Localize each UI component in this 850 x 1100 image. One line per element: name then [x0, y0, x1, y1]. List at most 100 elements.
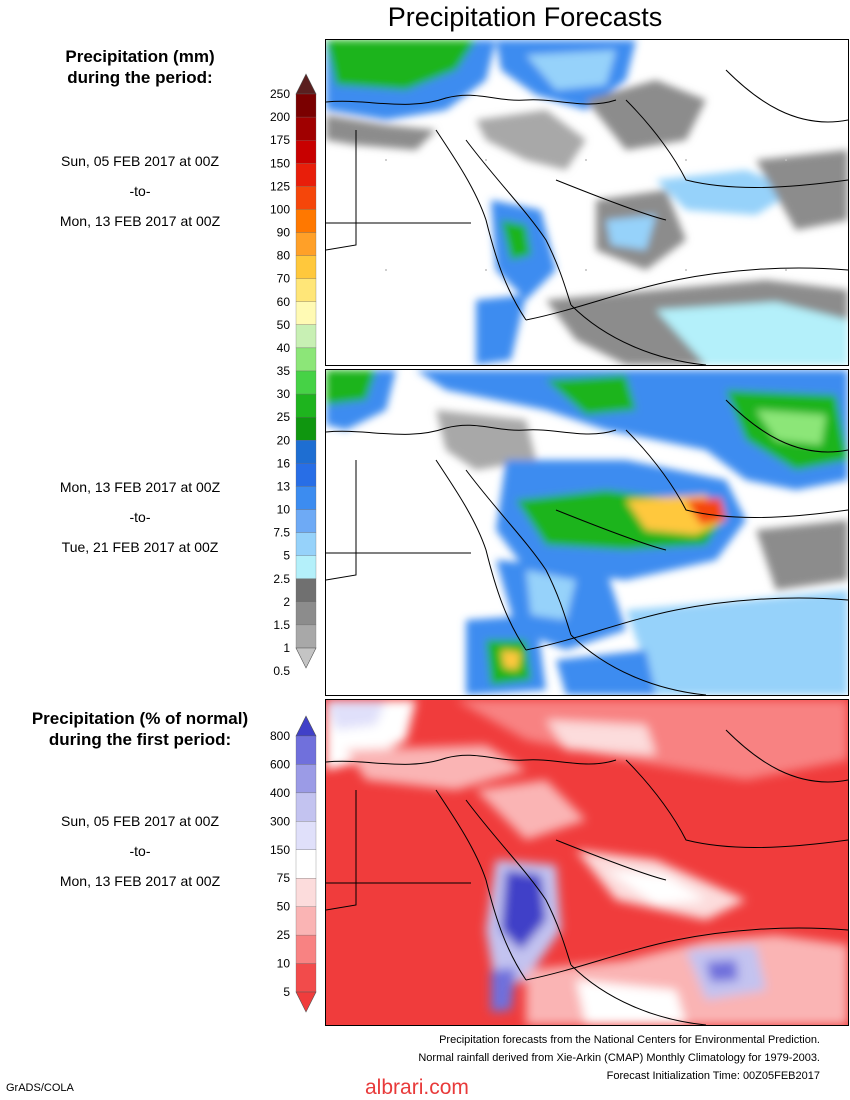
precip-mm-colorbar-cell — [295, 163, 317, 187]
precip-mm-colorbar-cell — [295, 232, 317, 256]
precip-mm-tick-label: 250 — [270, 87, 290, 101]
precip-mm-colorbar-cell — [295, 486, 317, 510]
precip-pct-tick-label: 10 — [277, 957, 291, 971]
precip-mm-tick-label: 125 — [270, 179, 290, 193]
precip-pct-tick-label: 300 — [270, 814, 290, 828]
precip-mm-tick-label: 150 — [270, 156, 290, 170]
precip-mm-tick-label: 50 — [277, 318, 291, 332]
precip-mm-colorbar-cell — [295, 578, 317, 602]
precip-pct-colorbar-cell — [295, 735, 317, 765]
precip-pct-tick-label: 400 — [270, 786, 290, 800]
precip-pct-colorbar-cell — [295, 963, 317, 993]
precip-mm-colorbar-cell — [295, 440, 317, 464]
precip-mm-colorbar-cell — [295, 347, 317, 372]
period1-to-label: -to- — [129, 183, 151, 199]
period2-start-label: Mon, 13 FEB 2017 at 00Z — [59, 479, 221, 495]
precip-mm-tick-label: 175 — [270, 133, 290, 147]
precip-heading: Precipitation (mm) during the period: — [20, 46, 260, 88]
precip-mm-tick-label: 7.5 — [273, 526, 290, 540]
precip-heading-line2: during the period: — [67, 68, 213, 87]
precip-mm-tick-label: 2 — [283, 595, 290, 609]
pct-heading: Precipitation (% of normal) during the f… — [20, 708, 260, 750]
period3-start-label: Sun, 05 FEB 2017 at 00Z — [61, 813, 219, 829]
precip-mm-tick-label: 80 — [277, 249, 291, 263]
precip-mm-tick-label: 13 — [277, 479, 291, 493]
precip-mm-tick-label: 16 — [277, 456, 291, 470]
precip-mm-tick-label: 1 — [283, 641, 290, 655]
precip-pct-tick-label: 800 — [270, 729, 290, 743]
precip-pct-colorbar-bottom-arrow — [295, 991, 317, 1013]
precip-pct-tick-label: 25 — [277, 928, 291, 942]
precip-mm-colorbar-cell — [295, 370, 317, 395]
precip-mm-tick-label: 35 — [277, 364, 291, 378]
precip-mm-colorbar-cell — [295, 301, 317, 325]
map-panel-period2 — [325, 369, 849, 696]
precip-mm-colorbar-cell — [295, 532, 317, 556]
pct-heading-line2: during the first period: — [48, 730, 232, 749]
precip-mm-colorbar-cell — [295, 140, 317, 164]
precip-mm-tick-label: 5 — [283, 549, 290, 563]
coastlines-3 — [326, 729, 848, 1025]
precip-mm-colorbar-cell — [295, 324, 317, 349]
coastlines-2 — [326, 399, 848, 695]
precip-mm-colorbar-cell — [295, 463, 317, 487]
source-note-line2: Normal rainfall derived from Xie-Arkin (… — [418, 1052, 820, 1064]
precip-mm-colorbar-cell — [295, 555, 317, 579]
precip-mm-tick-label: 2.5 — [273, 572, 290, 586]
precip-mm-colorbar-cell — [295, 278, 317, 302]
grads-credit: GrADS/COLA — [6, 1082, 74, 1094]
precip-mm-tick-label: 200 — [270, 110, 290, 124]
precip-mm-tick-label: 90 — [277, 226, 291, 240]
precip-pct-colorbar-cell — [295, 821, 317, 850]
precip-pct-tick-label: 150 — [270, 843, 290, 857]
precip-mm-colorbar-bottom-arrow — [295, 647, 317, 669]
precip-mm-tick-label: 1.5 — [273, 618, 290, 632]
initialization-time: Forecast Initialization Time: 00Z05FEB20… — [606, 1070, 820, 1082]
precip-mm-tick-label: 20 — [277, 433, 291, 447]
percent-field — [326, 700, 848, 1025]
precip-pct-tick-label: 75 — [277, 871, 291, 885]
precip-pct-colorbar-cell — [295, 849, 317, 879]
precip-mm-tick-label: 70 — [277, 272, 291, 286]
precip-mm-colorbar-cell — [295, 601, 317, 626]
precip-pct-colorbar-cell — [295, 792, 317, 822]
period3-to-label: -to- — [129, 843, 151, 859]
precip-mm-colorbar-cell — [295, 417, 317, 441]
pct-heading-line1: Precipitation (% of normal) — [31, 709, 249, 728]
precip-heading-line1: Precipitation (mm) — [65, 47, 215, 66]
precip-mm-colorbar-cell — [295, 186, 317, 210]
precip-pct-colorbar-cell — [295, 764, 317, 794]
precip-mm-colorbar-cell — [295, 393, 317, 418]
precip-pct-colorbar-cell — [295, 934, 317, 964]
page-title: Precipitation Forecasts — [387, 2, 663, 32]
precip-pct-colorbar-cell — [295, 878, 317, 907]
precip-mm-tick-label: 25 — [277, 410, 291, 424]
period3-end-label: Mon, 13 FEB 2017 at 00Z — [59, 873, 221, 889]
precip-mm-tick-label: 100 — [270, 202, 290, 216]
coastlines-1 — [326, 69, 848, 365]
precip-mm-colorbar-cell — [295, 624, 317, 649]
precip-pct-tick-label: 50 — [277, 900, 291, 914]
precip-mm-colorbar-top-arrow — [295, 73, 317, 95]
period2-to-label: -to- — [129, 509, 151, 525]
precip-field-2 — [326, 370, 848, 695]
brand-watermark: albrari.com — [365, 1076, 469, 1099]
precip-mm-tick-label: 30 — [277, 387, 291, 401]
precip-mm-tick-label: 40 — [277, 341, 291, 355]
period1-end-label: Mon, 13 FEB 2017 at 00Z — [59, 213, 221, 229]
map-panel-percent-normal — [325, 699, 849, 1026]
precip-mm-tick-label: 60 — [277, 295, 291, 309]
precip-pct-tick-label: 600 — [270, 757, 290, 771]
precip-mm-colorbar-cell — [295, 209, 317, 233]
precip-mm-colorbar-cell — [295, 255, 317, 279]
precip-mm-tick-label: 0.5 — [273, 664, 290, 678]
grid-dots-1 — [385, 159, 787, 271]
period1-start-label: Sun, 05 FEB 2017 at 00Z — [61, 153, 219, 169]
precip-mm-tick-label: 10 — [277, 503, 291, 517]
source-note-line1: Precipitation forecasts from the Nationa… — [439, 1034, 820, 1046]
period2-end-label: Tue, 21 FEB 2017 at 00Z — [61, 539, 219, 555]
precip-pct-colorbar-top-arrow — [295, 715, 317, 737]
precip-pct-colorbar-cell — [295, 906, 317, 936]
map-panel-period1 — [325, 39, 849, 366]
precip-mm-colorbar-cell — [295, 116, 317, 141]
